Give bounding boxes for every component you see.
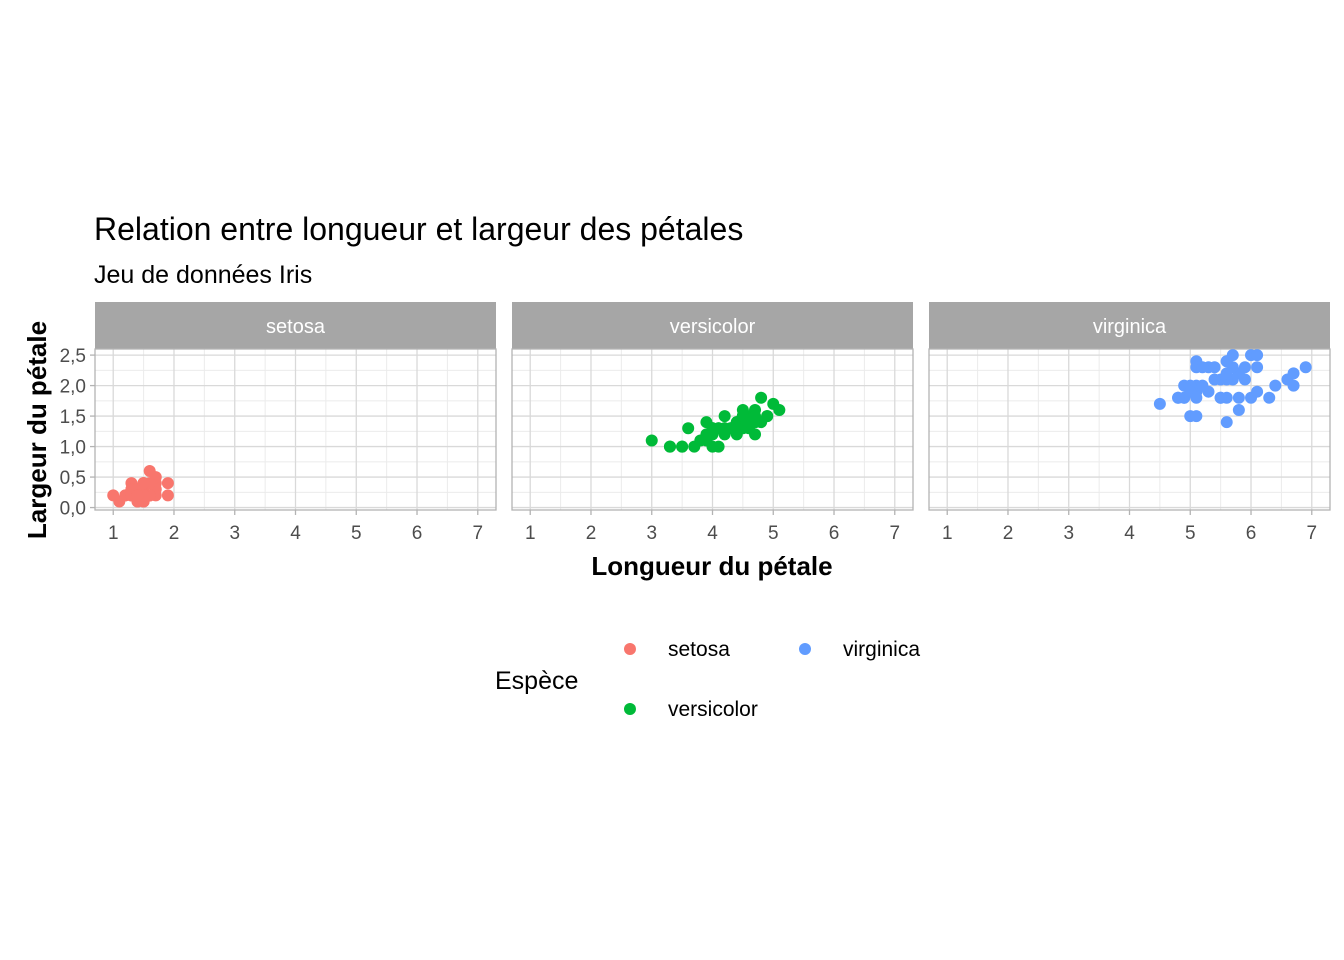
legend-item-setosa: setosa [624, 638, 730, 661]
x-tick-label: 1 [942, 523, 953, 544]
data-point-versicolor [749, 428, 762, 441]
data-point-versicolor [718, 410, 731, 423]
x-tick-label: 1 [108, 523, 119, 544]
x-tick-label: 4 [1124, 523, 1135, 544]
x-tick-label: 5 [351, 523, 362, 544]
data-point-virginica [1196, 361, 1209, 374]
data-point-versicolor [755, 391, 768, 404]
facet-panel-virginica: virginica 1 2 3 4 5 6 7 [928, 302, 1331, 544]
data-point-virginica [1251, 385, 1264, 398]
data-point-versicolor [688, 440, 701, 453]
data-point-virginica [1190, 391, 1203, 404]
data-point-versicolor [663, 440, 676, 453]
x-tick-label: 3 [229, 523, 240, 544]
facet-strip [95, 302, 496, 349]
data-point-versicolor [742, 416, 755, 429]
y-axis-label: Largeur du pétale [22, 321, 52, 539]
facet-panels: setosa 1 2 3 4 5 6 7 0,0 0,5 1,0 1,5 2,0 2,5 versicolo… [60, 302, 1331, 544]
data-point-virginica [1287, 379, 1300, 392]
facet-strip-label: versicolor [670, 316, 756, 338]
y-tick-label: 2,0 [60, 377, 86, 398]
legend-entries: setosa versicolor virginica [624, 638, 920, 721]
data-point-virginica [1220, 416, 1233, 429]
x-tick-label: 3 [1063, 523, 1074, 544]
data-point-virginica [1190, 410, 1203, 423]
data-point-virginica [1299, 361, 1312, 374]
data-point-virginica [1208, 361, 1221, 374]
x-tick-label: 7 [472, 523, 483, 544]
data-point-virginica [1232, 403, 1245, 416]
legend-label: setosa [668, 638, 730, 661]
data-point-versicolor [682, 422, 695, 435]
data-point-virginica [1269, 379, 1282, 392]
data-point-virginica [1220, 367, 1233, 380]
data-point-setosa [161, 477, 174, 490]
legend-title: Espèce [495, 667, 578, 695]
data-point-setosa [161, 489, 174, 502]
data-point-setosa [143, 464, 156, 477]
x-tick-label: 4 [290, 523, 301, 544]
legend-key [624, 643, 636, 655]
x-tick-label: 2 [169, 523, 180, 544]
data-point-virginica [1251, 349, 1264, 362]
facet-strip [512, 302, 913, 349]
data-point-virginica [1214, 391, 1227, 404]
data-point-virginica [1287, 367, 1300, 380]
data-point-virginica [1251, 361, 1264, 374]
x-tick-label: 1 [525, 523, 536, 544]
data-point-virginica [1208, 373, 1221, 386]
facet-strip [929, 302, 1330, 349]
data-point-setosa [107, 489, 120, 502]
data-point-virginica [1232, 391, 1245, 404]
data-point-setosa [131, 489, 144, 502]
x-tick-label: 6 [412, 523, 423, 544]
chart-subtitle: Jeu de données Iris [94, 261, 312, 289]
legend-item-versicolor: versicolor [624, 698, 758, 721]
chart-title: Relation entre longueur et largeur des p… [94, 211, 743, 247]
x-tick-label: 6 [829, 523, 840, 544]
data-point-versicolor [676, 440, 689, 453]
x-tick-label: 2 [586, 523, 597, 544]
legend-key [624, 703, 636, 715]
data-point-virginica [1238, 361, 1251, 374]
data-point-virginica [1226, 349, 1239, 362]
x-tick-label: 5 [1185, 523, 1196, 544]
x-axis-label: Longueur du pétale [591, 551, 832, 581]
data-point-virginica [1153, 397, 1166, 410]
y-tick-label: 2,5 [60, 346, 86, 367]
x-tick-label: 7 [889, 523, 900, 544]
data-point-versicolor [645, 434, 658, 447]
x-tick-label: 6 [1246, 523, 1257, 544]
data-point-virginica [1263, 391, 1276, 404]
facet-strip-label: virginica [1093, 316, 1167, 338]
data-point-versicolor [712, 422, 725, 435]
data-point-versicolor [736, 403, 749, 416]
facet-panel-setosa: setosa 1 2 3 4 5 6 7 0,0 0,5 1,0 1,5 2,0 2,5 [60, 302, 497, 544]
data-point-versicolor [773, 403, 786, 416]
x-tick-label: 4 [707, 523, 718, 544]
legend-label: virginica [843, 638, 920, 661]
legend: Espèce setosa versicolor virginica [495, 638, 920, 721]
y-tick-label: 0,0 [60, 499, 86, 520]
y-tick-label: 1,0 [60, 438, 86, 459]
legend-item-virginica: virginica [799, 638, 920, 661]
y-tick-label: 0,5 [60, 468, 86, 489]
legend-label: versicolor [668, 698, 758, 721]
facet-panel-versicolor: versicolor 1 2 3 4 5 6 7 [511, 302, 914, 544]
legend-key [799, 643, 811, 655]
x-tick-label: 7 [1306, 523, 1317, 544]
data-point-virginica [1172, 391, 1185, 404]
data-point-virginica [1196, 379, 1209, 392]
facet-strip-label: setosa [266, 316, 326, 338]
data-point-versicolor [712, 440, 725, 453]
y-tick-label: 1,5 [60, 407, 86, 428]
x-tick-label: 5 [768, 523, 779, 544]
x-tick-label: 3 [646, 523, 657, 544]
data-point-versicolor [724, 422, 737, 435]
x-tick-label: 2 [1003, 523, 1014, 544]
